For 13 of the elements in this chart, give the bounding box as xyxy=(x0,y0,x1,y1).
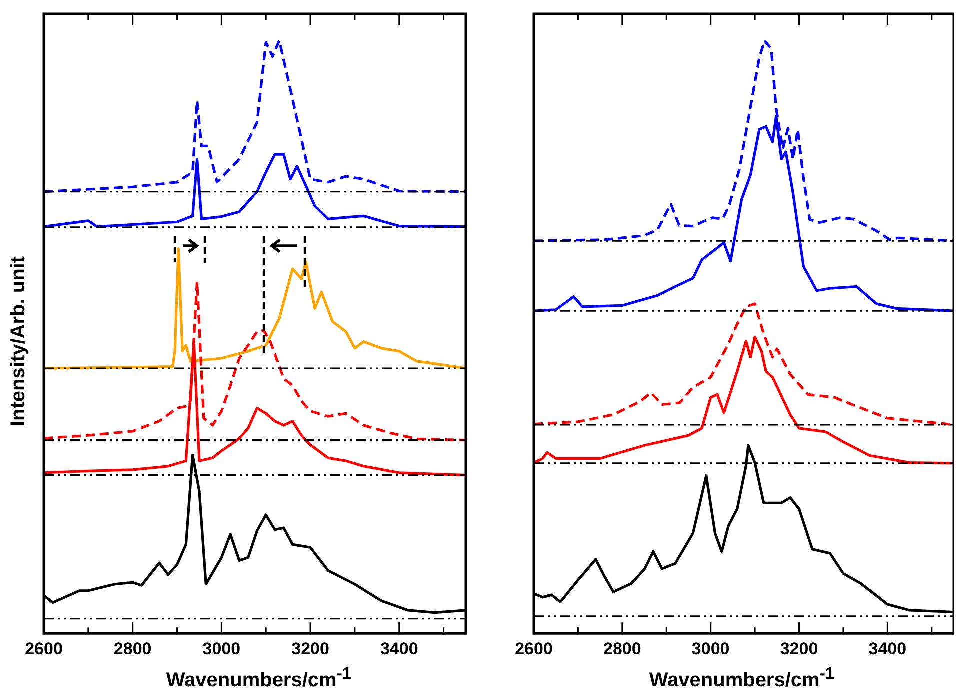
y-axis-title: Intensity/Arb. unit xyxy=(8,256,30,428)
x-tick-label: 2800 xyxy=(114,639,152,658)
x-axis-title: Wavenumbers/cm$^{-1}$ xyxy=(648,664,836,693)
x-axis-title: Wavenumbers/cm$^{-1}$ xyxy=(165,664,353,693)
x-tick-label: 2800 xyxy=(604,639,642,658)
x-tick-label: 3200 xyxy=(292,639,330,658)
x-tick-label: 3400 xyxy=(868,639,907,658)
x-tick-label: 2600 xyxy=(25,639,63,658)
x-tick-label: 3400 xyxy=(380,639,418,658)
x-tick-label: 2600 xyxy=(515,639,553,658)
x-tick-label: 3000 xyxy=(692,639,730,658)
x-tick-label: 3200 xyxy=(780,639,818,658)
x-tick-label: 3000 xyxy=(202,639,241,658)
